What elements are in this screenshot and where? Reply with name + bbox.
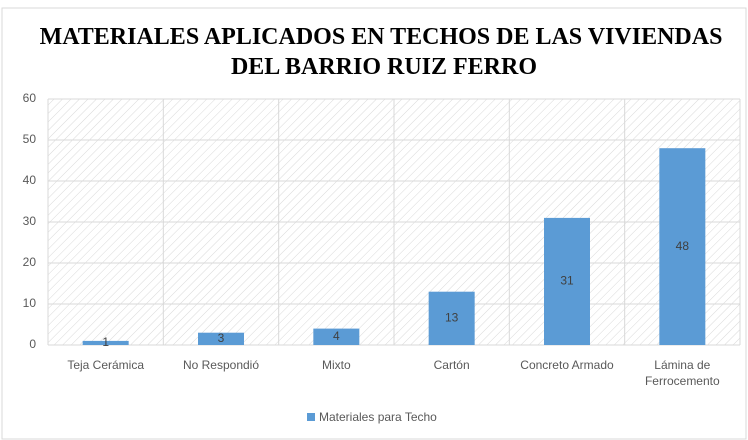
y-tick-label: 40 [23, 173, 37, 187]
chart-title: MATERIALES APLICADOS EN TECHOS DE LAS VI… [40, 24, 729, 80]
x-tick-label: Lámina de Ferrocemento [644, 358, 720, 388]
y-tick-label: 20 [23, 255, 37, 269]
bar [659, 148, 706, 345]
legend-swatch [307, 413, 315, 421]
data-label: 48 [676, 239, 690, 253]
data-label: 3 [218, 331, 225, 345]
x-tick-label: Concreto Armado [520, 358, 614, 372]
data-label: 4 [333, 329, 340, 343]
y-tick-label: 0 [29, 337, 36, 351]
y-tick-label: 60 [23, 91, 37, 105]
bar [82, 340, 129, 345]
data-label: 31 [560, 274, 574, 288]
bar [198, 332, 244, 345]
y-tick-label: 30 [23, 214, 37, 228]
data-label: 1 [102, 335, 109, 349]
bar [428, 291, 475, 345]
x-tick-label: Mixto [321, 358, 351, 372]
y-tick-label: 10 [23, 296, 37, 310]
bar [544, 217, 590, 345]
x-tick-label: No Respondió [182, 358, 260, 372]
y-tick-label: 50 [23, 132, 37, 146]
x-tick-label: Teja Cerámica [67, 358, 145, 372]
x-tick-label: Cartón [433, 358, 470, 372]
legend-label: Materiales para Techo [319, 410, 437, 424]
data-label: 13 [445, 311, 459, 325]
bar [313, 328, 360, 345]
